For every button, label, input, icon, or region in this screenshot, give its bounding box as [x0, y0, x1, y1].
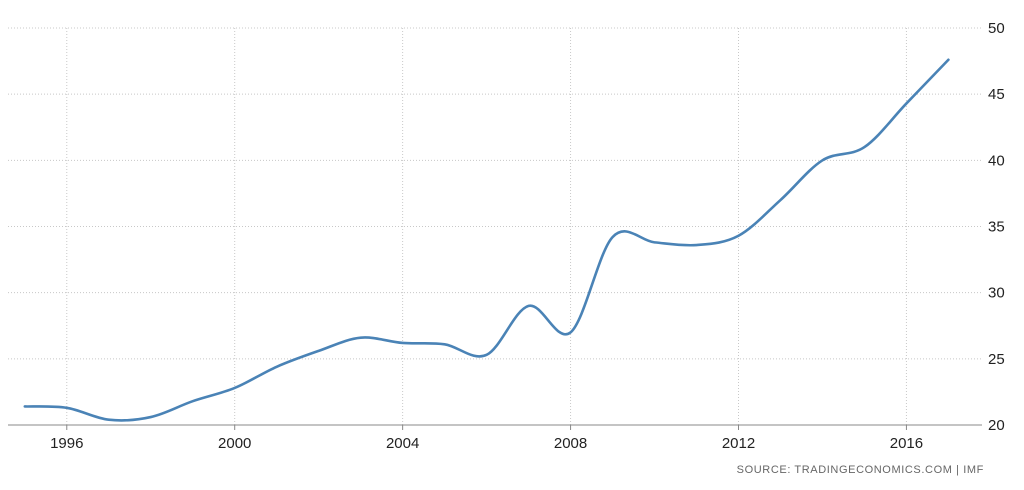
data-point: [736, 233, 742, 239]
x-tick-labels: 1996 2000 2004 2008 2012 2016: [50, 435, 923, 452]
data-point: [190, 398, 196, 404]
y-tick-label: 30: [988, 285, 1005, 302]
data-point: [903, 100, 909, 106]
data-point: [652, 239, 658, 245]
x-tick-label: 2004: [386, 435, 419, 452]
data-point: [610, 234, 616, 240]
series-layer: [22, 57, 951, 423]
data-point: [400, 340, 406, 346]
y-tick-labels: 20 25 30 35 40 45 50: [988, 20, 1005, 434]
y-tick-label: 35: [988, 219, 1005, 236]
data-point: [316, 348, 322, 354]
data-point: [819, 157, 825, 163]
data-point: [274, 364, 280, 370]
data-point: [22, 403, 28, 409]
data-point: [442, 341, 448, 347]
data-point: [148, 414, 154, 420]
gridlines: [8, 27, 982, 425]
x-tick-label: 2012: [722, 435, 755, 452]
data-point: [232, 385, 238, 391]
data-point: [694, 242, 700, 248]
y-tick-label: 25: [988, 351, 1005, 368]
data-point: [106, 417, 112, 423]
data-point: [484, 352, 490, 358]
data-point: [358, 335, 364, 341]
y-tick-label: 50: [988, 20, 1005, 37]
series-line: [23, 58, 950, 422]
x-tick-label: 2000: [218, 435, 251, 452]
data-point: [64, 405, 70, 411]
data-point: [861, 144, 867, 150]
x-tick-label: 1996: [50, 435, 83, 452]
y-tick-label: 40: [988, 152, 1005, 169]
data-point: [526, 303, 532, 309]
y-tick-label: 45: [988, 86, 1005, 103]
x-axis: [8, 424, 982, 430]
source-attribution: SOURCE: TRADINGECONOMICS.COM | IMF: [736, 464, 984, 476]
data-point: [945, 57, 951, 63]
x-tick-label: 2016: [890, 435, 923, 452]
x-tick-label: 2008: [554, 435, 587, 452]
y-tick-label: 20: [988, 417, 1005, 434]
data-point: [568, 329, 574, 335]
data-point: [777, 197, 783, 203]
